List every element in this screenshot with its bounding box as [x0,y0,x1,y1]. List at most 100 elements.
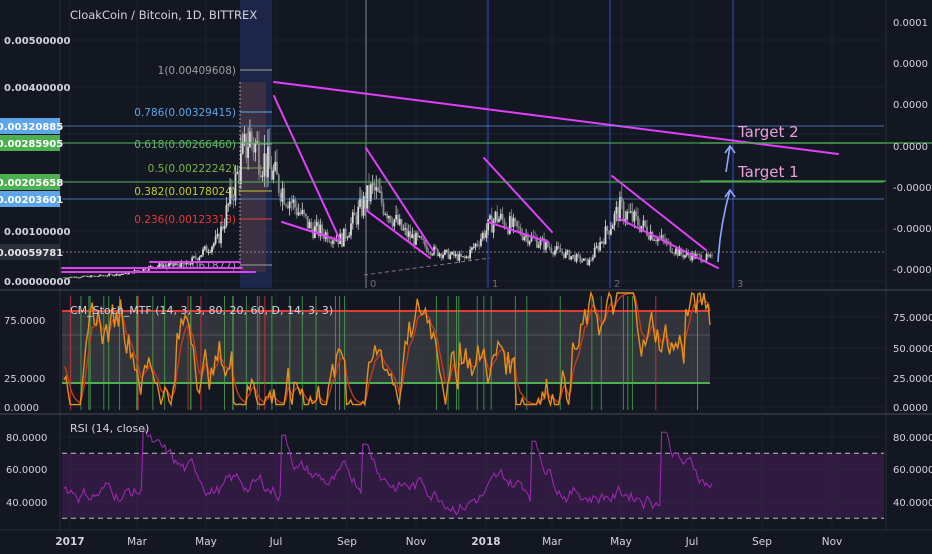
fib-level-label: 0.5(0.00222242) [148,163,236,175]
candle-body [175,263,177,265]
candle-body [359,198,361,207]
candle-body [369,184,372,202]
candle-body [667,241,670,243]
candle-body [378,191,381,193]
candle-body [552,252,555,255]
candle-body [492,220,495,233]
candle-body [135,270,138,271]
candle-body [193,256,195,258]
candle-body [243,133,246,142]
candle-body [254,142,257,153]
trendline [617,217,719,269]
candle-body [90,275,92,278]
candle-body [86,275,89,277]
rsi-line [63,428,713,516]
candle-body [647,235,650,240]
time-axis-label: Jul [685,536,699,548]
right-axis-tick-label: 0.0001 [893,18,928,29]
candle-body [411,234,414,239]
trendline [273,95,341,241]
candle-body [377,187,379,192]
candle-body [351,212,354,224]
candle-body [559,248,562,253]
candle-body [702,261,704,263]
candle-body [288,201,291,209]
candle-body [223,225,226,229]
candle-body [382,203,385,215]
candle-body [656,237,659,242]
price-marker-label: 0.00059781 [0,248,63,259]
candle-body [259,174,262,177]
candle-body [88,275,91,278]
time-axis-label: Jul [269,536,283,548]
candle-body [539,239,542,246]
candle-body [388,216,390,219]
candle-body [682,254,685,258]
candle-body [671,251,674,254]
price-marker-badge [0,174,60,190]
candle-body [465,256,468,259]
candle-body [519,227,522,235]
right-axis-tick-label: -0.0000 [893,265,932,276]
candle-body [258,141,260,175]
candle-body [458,253,461,261]
candle-body [409,231,412,239]
price-marker-label: 0.00203601 [0,195,63,206]
fibonacci-retracement[interactable]: 1(0.00409608) 0.786(0.00329415) 0.618(0.00… [134,65,272,272]
candle-body [108,273,111,276]
candle-body [644,220,647,227]
candle-body [608,230,611,235]
candle-body [442,254,444,259]
candle-body [454,254,457,257]
candle-body [173,264,176,266]
candle-body [75,276,78,278]
trendline [483,157,553,233]
candle-body [238,171,240,184]
candle-body [144,268,147,271]
price-marker-label: 0.00205658 [0,178,63,189]
price-marker-badge [0,191,60,207]
candle-body [499,213,502,219]
candle-body [669,241,672,252]
candle-body [469,249,472,259]
candle-body [676,248,679,256]
candle-body [420,236,423,240]
candle-body [310,221,313,229]
candle-body [353,212,356,216]
candle-body [631,211,634,222]
candle-body [425,245,428,252]
candle-body [443,250,446,255]
candle-body [332,240,334,244]
cycle-lines[interactable]: 0 1 2 3 [363,0,743,290]
candle-body [434,246,437,249]
candle-body [247,147,250,158]
candle-body [221,226,224,229]
candle-body [308,221,311,229]
cycle-marker-label: 0 [370,279,376,290]
candle-body [633,211,636,222]
candle-body [245,133,248,158]
candle-body [70,276,73,278]
candle-body [303,210,305,214]
candle-body [348,235,351,238]
price-markers: 0.00320885 0.00285905 0.00205658 0.00203601… [0,118,884,260]
candle-body [541,238,544,240]
candle-body [99,274,102,277]
candle-body [368,185,370,202]
candle-body [106,275,109,277]
candle-body [164,265,166,267]
candle-body [523,236,526,241]
candle-body [117,273,120,276]
candle-body [494,211,497,221]
stoch-left-tick-label: 75.0000 [4,316,45,327]
candle-body [312,228,314,239]
candle-body [93,275,96,277]
candle-body [452,251,455,257]
candle-body [597,246,600,251]
rsi-title: RSI (14, close) [70,422,149,435]
candle-body [707,254,710,257]
candle-body [660,235,663,238]
candle-body [64,277,67,279]
cycle-marker-label: 2 [614,279,620,290]
